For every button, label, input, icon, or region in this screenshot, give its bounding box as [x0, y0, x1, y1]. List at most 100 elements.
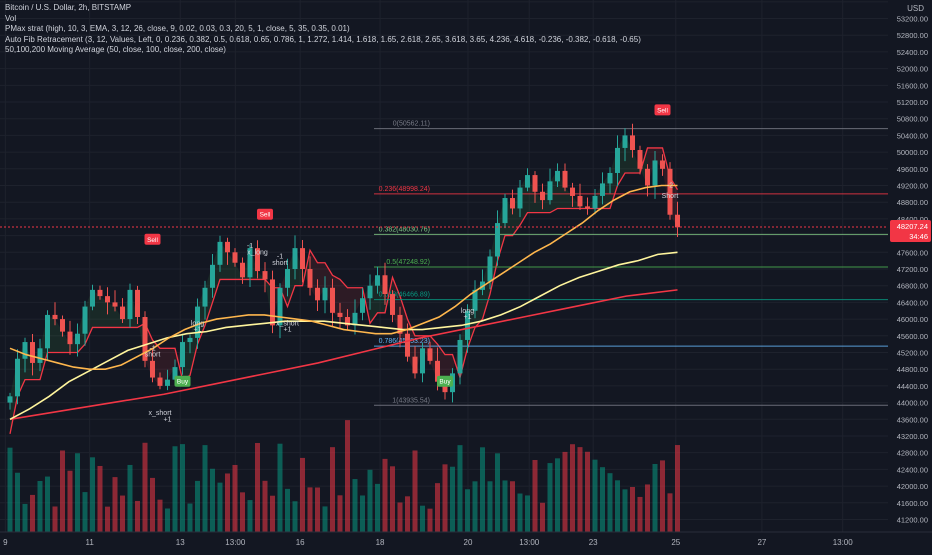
candle-body[interactable]: [240, 262, 245, 278]
ma200-line[interactable]: [9, 289, 678, 421]
candle-body[interactable]: [405, 333, 410, 357]
buy-signal-badge[interactable]: [174, 375, 191, 387]
candle-body[interactable]: [375, 275, 380, 286]
candle-body[interactable]: [165, 379, 170, 386]
sell-signal-badge[interactable]: [654, 104, 671, 116]
candle-body[interactable]: [630, 135, 635, 151]
candle-body[interactable]: [412, 356, 418, 374]
candle-body[interactable]: [555, 170, 560, 182]
candle-body[interactable]: [307, 269, 313, 288]
candle-body[interactable]: [187, 337, 193, 343]
candle-body[interactable]: [172, 367, 178, 380]
candle-body[interactable]: [420, 348, 425, 374]
candle-body[interactable]: [210, 264, 215, 288]
candle-body[interactable]: [322, 287, 328, 301]
candle-body[interactable]: [15, 358, 20, 397]
candle-body[interactable]: [525, 175, 530, 188]
candle-body[interactable]: [82, 306, 88, 334]
candle-body[interactable]: [120, 306, 125, 320]
candle-body[interactable]: [547, 181, 553, 201]
candle-body[interactable]: [645, 168, 650, 186]
buy-signal-badge[interactable]: [437, 375, 453, 387]
candle-body[interactable]: [427, 348, 433, 361]
candle-body[interactable]: [502, 198, 508, 224]
candle-body[interactable]: [660, 160, 665, 169]
candle-body[interactable]: [592, 195, 598, 209]
ma-indicator-label[interactable]: 50,100,200 Moving Average (50, close, 10…: [5, 45, 226, 54]
candle-body[interactable]: [225, 241, 230, 253]
candle-body[interactable]: [37, 348, 43, 363]
candle-body[interactable]: [532, 175, 538, 192]
candle-body[interactable]: [517, 187, 523, 209]
candle-body[interactable]: [7, 396, 13, 403]
candle-body[interactable]: [142, 317, 148, 361]
candle-body[interactable]: [262, 271, 268, 280]
candle-body[interactable]: [292, 248, 298, 269]
candle-body[interactable]: [285, 269, 290, 288]
ma50-line[interactable]: [9, 184, 678, 370]
candle-body[interactable]: [330, 287, 335, 313]
sell-signal-badge[interactable]: [257, 208, 273, 220]
candle-body[interactable]: [97, 289, 103, 297]
fib-indicator-label[interactable]: Auto Fib Retracement (3, 12, Values, Lef…: [5, 34, 641, 44]
candle-body[interactable]: [127, 289, 133, 320]
candle-body[interactable]: [585, 206, 590, 209]
candle-body[interactable]: [45, 314, 50, 349]
candle-body[interactable]: [675, 214, 680, 228]
candle-body[interactable]: [300, 248, 305, 269]
candle-body[interactable]: [345, 317, 350, 326]
candle-body[interactable]: [255, 248, 260, 272]
candle-body[interactable]: [337, 312, 343, 318]
candle-body[interactable]: [615, 147, 620, 173]
candle-body[interactable]: [607, 172, 613, 184]
candle-body[interactable]: [247, 248, 253, 278]
candle-body[interactable]: [315, 287, 320, 301]
candle-body[interactable]: [150, 360, 155, 378]
candle-body[interactable]: [390, 294, 395, 315]
candle-body[interactable]: [540, 191, 545, 201]
candle-body[interactable]: [367, 285, 373, 299]
candle-body[interactable]: [270, 279, 275, 326]
sell-signal-badge[interactable]: [144, 233, 161, 245]
candle-body[interactable]: [510, 198, 515, 209]
candle-body[interactable]: [577, 195, 583, 207]
current-price-tag[interactable]: [890, 219, 931, 242]
candle-body[interactable]: [195, 306, 200, 338]
candle-body[interactable]: [382, 275, 388, 295]
candle-body[interactable]: [570, 187, 575, 196]
pmax-indicator-label[interactable]: PMax strat (high, 10, 3, EMA, 3, 12, 26,…: [5, 24, 350, 33]
candle-body[interactable]: [232, 252, 238, 263]
candle-body[interactable]: [180, 342, 185, 368]
pmax-stop-line[interactable]: [9, 147, 679, 435]
candle-body[interactable]: [652, 160, 658, 186]
candle-body[interactable]: [360, 298, 365, 313]
candle-body[interactable]: [52, 314, 58, 320]
candle-body[interactable]: [487, 256, 493, 282]
candle-body[interactable]: [622, 135, 628, 148]
candle-body[interactable]: [465, 310, 470, 340]
candle-body[interactable]: [495, 223, 500, 257]
symbol-title[interactable]: Bitcoin / U.S. Dollar, 2h, BITSTAMP: [5, 3, 132, 12]
candle-body[interactable]: [75, 333, 80, 345]
candle-body[interactable]: [30, 342, 35, 363]
candle-body[interactable]: [202, 287, 208, 307]
candle-body[interactable]: [562, 170, 568, 188]
candle-body[interactable]: [667, 168, 673, 215]
candle-body[interactable]: [67, 331, 73, 345]
candle-body[interactable]: [457, 339, 463, 374]
candle-body[interactable]: [135, 289, 140, 318]
candle-body[interactable]: [112, 302, 118, 307]
candle-body[interactable]: [600, 183, 605, 196]
candle-body[interactable]: [637, 150, 643, 169]
candle-body[interactable]: [277, 287, 283, 326]
candle-body[interactable]: [217, 241, 223, 265]
candle-body[interactable]: [472, 289, 478, 311]
volume-indicator-label[interactable]: Vol: [5, 13, 17, 23]
candle-body[interactable]: [397, 314, 403, 334]
ma100-line[interactable]: [9, 251, 678, 420]
candle-body[interactable]: [22, 342, 28, 359]
candle-body[interactable]: [442, 381, 448, 393]
candle-body[interactable]: [60, 319, 65, 332]
